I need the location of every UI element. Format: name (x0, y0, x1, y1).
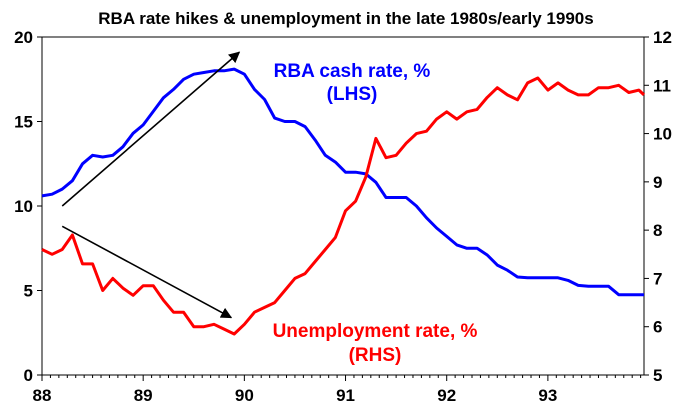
y-right-tick-label: 6 (653, 318, 662, 337)
annotation-unemployment-rhs: (RHS) (349, 345, 402, 366)
y-left-tick-label: 15 (14, 113, 33, 132)
y-left-tick-label: 10 (14, 197, 33, 216)
y-left-tick-label: 20 (14, 28, 33, 47)
x-tick-label: 88 (33, 386, 52, 405)
series-layer (41, 67, 646, 336)
y-left-tick-label: 5 (24, 282, 33, 301)
annotation-unemployment: Unemployment rate, % (273, 321, 478, 342)
annotation-cash-rate: RBA cash rate, % (274, 61, 431, 82)
y-right-tick-label: 10 (653, 125, 672, 144)
y-right-tick-label: 12 (653, 28, 672, 47)
arrow-down (61, 225, 233, 319)
y-right-tick-label: 5 (653, 366, 662, 385)
y-left-tick-label: 0 (24, 366, 33, 385)
x-tick-label: 92 (437, 386, 456, 405)
arrow-layer (61, 51, 241, 319)
x-tick-label: 91 (336, 386, 355, 405)
x-tick-label: 93 (538, 386, 557, 405)
x-tick-label: 89 (134, 386, 153, 405)
y-right-tick-label: 7 (653, 269, 662, 288)
annotation-cash-rate-lhs: (LHS) (327, 84, 378, 105)
y-right-tick-label: 11 (653, 76, 671, 95)
chart-title: RBA rate hikes & unemployment in the lat… (98, 9, 593, 28)
y-right-tick-label: 8 (653, 221, 662, 240)
series-line-cash-rate (41, 67, 644, 297)
series-line-unemployment (41, 76, 646, 336)
arrow-up (61, 51, 241, 207)
x-tick-label: 90 (235, 386, 254, 405)
y-right-tick-label: 9 (653, 173, 662, 192)
